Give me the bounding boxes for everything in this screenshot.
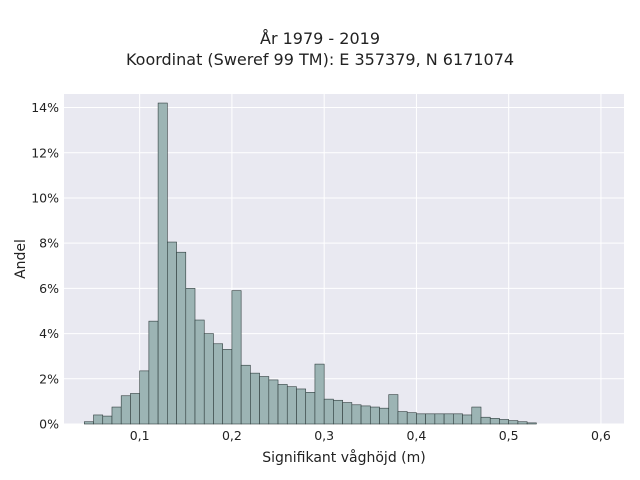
histogram-bar: [130, 393, 140, 425]
chart-subtitle: Koordinat (Sweref 99 TM): E 357379, N 61…: [125, 50, 515, 69]
chart-title-block: År 1979 - 2019 Koordinat (Sweref 99 TM):…: [0, 28, 640, 70]
histogram-bar: [222, 349, 233, 425]
histogram-bar: [83, 421, 94, 425]
histogram-bar: [185, 288, 196, 425]
histogram-bar: [111, 406, 122, 425]
histogram-bar: [434, 413, 445, 425]
histogram-bar: [499, 419, 509, 425]
y-tick-label: 12%: [31, 145, 59, 160]
y-tick-label: 4%: [39, 326, 59, 341]
histogram-bar: [379, 407, 390, 425]
histogram-bar: [369, 406, 380, 425]
histogram-bar: [148, 320, 159, 425]
y-tick-label: 8%: [39, 236, 59, 251]
histogram-bar: [231, 290, 242, 425]
histogram-bar: [194, 319, 205, 425]
x-tick-label: 0,4: [406, 428, 426, 443]
tick-labels: 0,1 0,2 0,3 0,4 0,5 0,6 0% 2% 4% 6% 8% 10% 12% 14%: [31, 100, 611, 443]
histogram-bar: [526, 422, 537, 425]
chart-title: År 1979 - 2019: [260, 29, 380, 48]
histogram-bar: [203, 333, 214, 425]
histogram-bar: [462, 414, 473, 425]
histogram-bar: [314, 363, 325, 425]
histogram-bar: [167, 241, 177, 425]
x-tick-label: 0,3: [314, 428, 334, 443]
histogram-bar: [342, 402, 353, 425]
x-tick-label: 0,6: [591, 428, 611, 443]
histogram-bar: [480, 416, 491, 425]
histogram-bar: [268, 379, 279, 425]
y-tick-label: 14%: [31, 100, 59, 115]
histogram-bar: [489, 418, 500, 425]
histogram-bar: [240, 364, 251, 425]
histogram-bar: [102, 415, 113, 425]
histogram-bar: [517, 421, 528, 425]
histogram-bar: [425, 413, 436, 425]
histogram-bar: [508, 420, 519, 425]
x-axis-label: Signifikant våghöjd (m): [262, 449, 425, 466]
histogram-bar: [305, 392, 316, 425]
histogram-bars: [83, 102, 537, 425]
histogram-bar: [277, 384, 288, 425]
y-tick-label: 10%: [31, 190, 59, 205]
histogram-bar: [360, 405, 371, 425]
histogram-bar: [213, 343, 223, 425]
histogram-bar: [250, 372, 260, 425]
histogram-bar: [296, 388, 307, 425]
histogram-bar: [388, 394, 399, 425]
y-tick-label: 2%: [39, 371, 59, 386]
histogram-bar: [120, 395, 131, 425]
histogram-bar: [453, 413, 463, 425]
y-tick-label: 6%: [39, 281, 59, 296]
histogram-bar: [351, 404, 362, 425]
x-tick-label: 0,5: [499, 428, 519, 443]
histogram-bar: [443, 413, 454, 425]
histogram-bar: [406, 412, 417, 425]
histogram-bar: [333, 399, 343, 425]
histogram-bar: [93, 414, 104, 425]
y-tick-label: 0%: [39, 417, 59, 432]
x-tick-label: 0,2: [222, 428, 242, 443]
histogram-bar: [286, 386, 297, 425]
histogram-bar: [397, 411, 408, 425]
histogram-bar: [323, 398, 334, 425]
histogram-bar: [259, 376, 270, 425]
histogram-bar: [157, 102, 168, 425]
y-axis-label: Andel: [13, 239, 29, 279]
histogram-bar: [139, 370, 150, 425]
x-tick-label: 0,1: [130, 428, 150, 443]
histogram-bar: [416, 413, 426, 425]
histogram-bar: [471, 406, 482, 425]
histogram-bar: [176, 251, 187, 425]
